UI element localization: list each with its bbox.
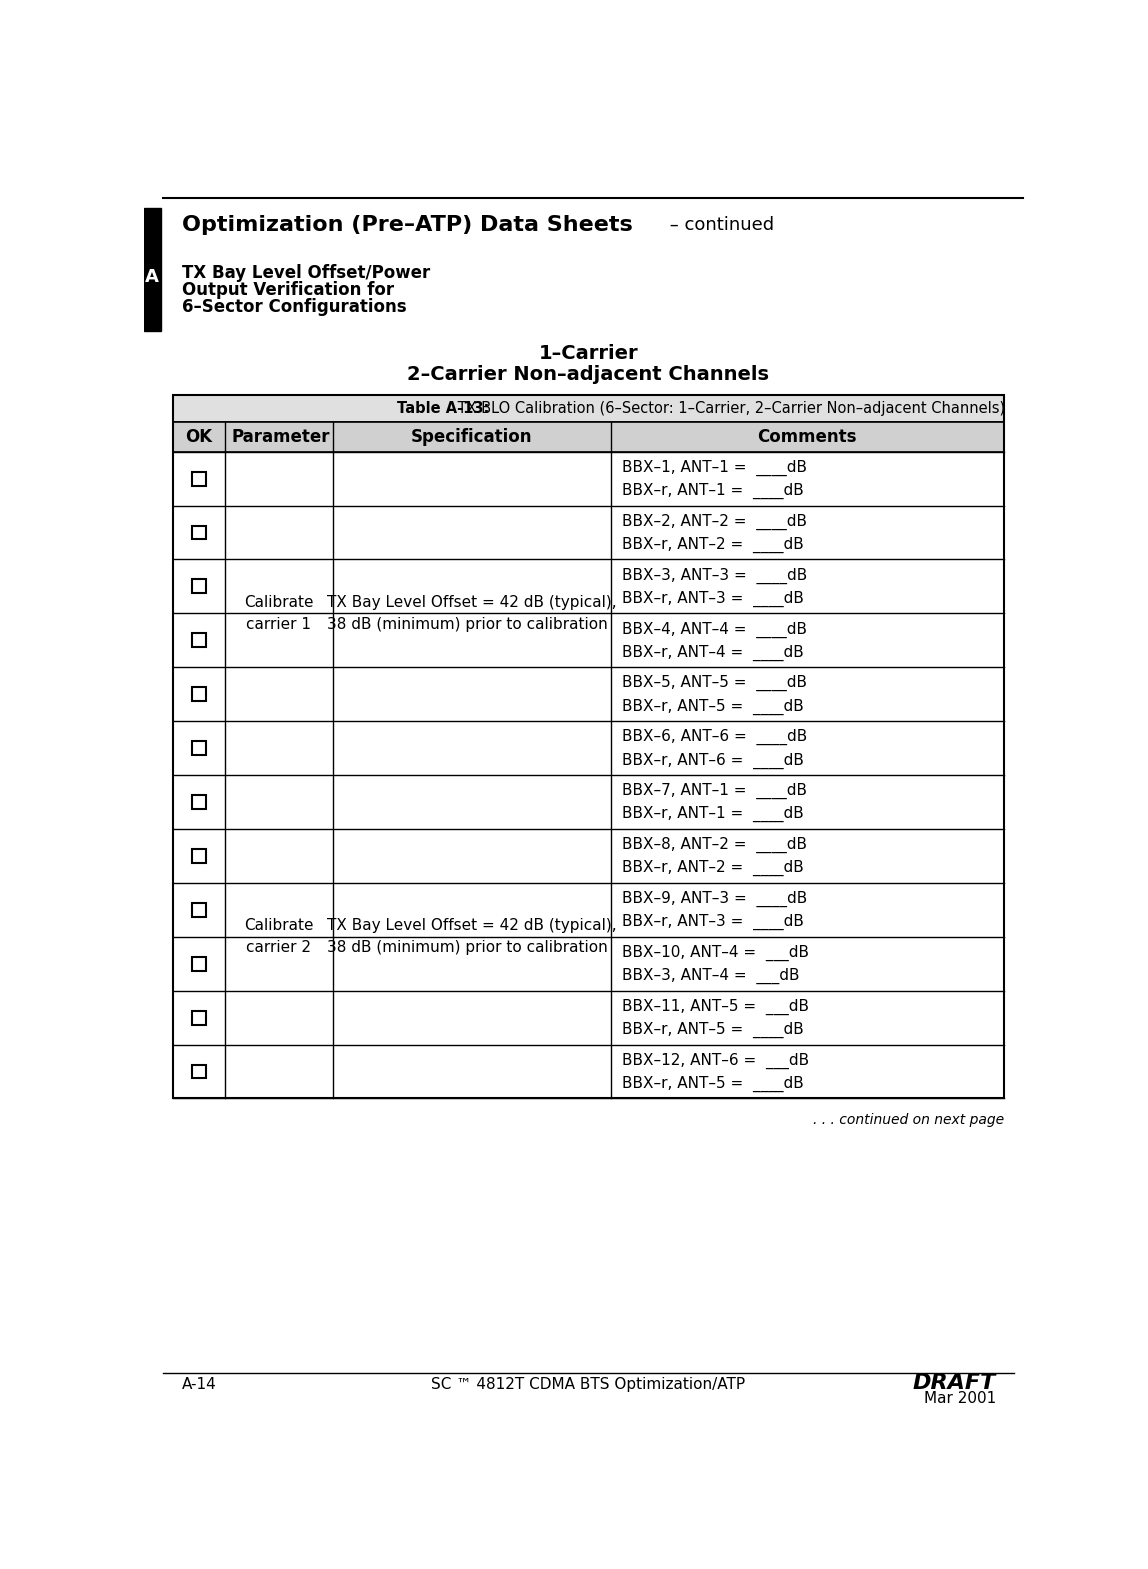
Text: – continued: – continued [665,217,775,234]
Text: . . . continued on next page: . . . continued on next page [813,1112,1003,1127]
Text: BBX–r, ANT–3 =  ____dB: BBX–r, ANT–3 = ____dB [622,915,804,930]
Text: BBX–r, ANT–5 =  ____dB: BBX–r, ANT–5 = ____dB [622,1076,804,1092]
Text: BBX–11, ANT–5 =  ___dB: BBX–11, ANT–5 = ___dB [622,999,808,1015]
Text: BBX–12, ANT–6 =  ___dB: BBX–12, ANT–6 = ___dB [622,1053,809,1068]
Text: 1–Carrier: 1–Carrier [538,344,638,364]
Bar [192,795,205,810]
Bar [192,634,205,646]
Text: BBX–3, ANT–4 =  ___dB: BBX–3, ANT–4 = ___dB [622,968,799,984]
Text: Optimization (Pre–ATP) Data Sheets: Optimization (Pre–ATP) Data Sheets [183,215,633,235]
Text: SC ™ 4812T CDMA BTS Optimization/ATP: SC ™ 4812T CDMA BTS Optimization/ATP [432,1378,745,1392]
Text: BBX–1, ANT–1 =  ____dB: BBX–1, ANT–1 = ____dB [622,460,807,475]
Text: BBX–r, ANT–2 =  ____dB: BBX–r, ANT–2 = ____dB [622,537,804,552]
Text: BBX–2, ANT–2 =  ____dB: BBX–2, ANT–2 = ____dB [622,513,807,530]
Text: TX Bay Level Offset/Power: TX Bay Level Offset/Power [183,264,430,282]
Bar [192,1064,205,1078]
Bar [173,395,1003,422]
Text: Comments: Comments [758,428,858,446]
Text: TX Bay Level Offset = 42 dB (typical),
38 dB (minimum) prior to calibration: TX Bay Level Offset = 42 dB (typical), 3… [327,918,616,956]
Text: BBX–r, ANT–1 =  ____dB: BBX–r, ANT–1 = ____dB [622,806,804,822]
Text: A: A [145,268,158,286]
Text: Calibrate
carrier 2: Calibrate carrier 2 [245,918,313,956]
Text: Table A-13:: Table A-13: [397,402,489,416]
Bar [192,1010,205,1025]
Text: TX Bay Level Offset = 42 dB (typical),
38 dB (minimum) prior to calibration: TX Bay Level Offset = 42 dB (typical), 3… [327,595,616,632]
Text: BBX–r, ANT–3 =  ____dB: BBX–r, ANT–3 = ____dB [622,590,804,607]
Text: Output Verification for: Output Verification for [183,281,395,300]
Text: BBX–6, ANT–6 =  ____dB: BBX–6, ANT–6 = ____dB [622,730,807,745]
Text: A-14: A-14 [183,1378,217,1392]
Bar [192,957,205,971]
Text: Mar 2001: Mar 2001 [924,1392,996,1406]
Text: Parameter: Parameter [231,428,329,446]
Text: BBX–7, ANT–1 =  ____dB: BBX–7, ANT–1 = ____dB [622,783,807,799]
Bar [192,741,205,755]
Text: Calibrate
carrier 1: Calibrate carrier 1 [245,595,313,632]
Text: 2–Carrier Non–adjacent Channels: 2–Carrier Non–adjacent Channels [408,366,769,384]
Text: BBX–r, ANT–5 =  ____dB: BBX–r, ANT–5 = ____dB [622,1021,804,1039]
Text: OK: OK [185,428,212,446]
Text: BBX–r, ANT–2 =  ____dB: BBX–r, ANT–2 = ____dB [622,860,804,877]
Bar [144,207,161,331]
Bar [192,902,205,916]
Bar [173,422,1003,452]
Text: DRAFT: DRAFT [913,1373,996,1393]
Text: BBX–10, ANT–4 =  ___dB: BBX–10, ANT–4 = ___dB [622,945,808,960]
Text: TX BLO Calibration (6–Sector: 1–Carrier, 2–Carrier Non–adjacent Channels): TX BLO Calibration (6–Sector: 1–Carrier,… [453,402,1006,416]
Text: BBX–5, ANT–5 =  ____dB: BBX–5, ANT–5 = ____dB [622,675,807,692]
Text: BBX–8, ANT–2 =  ____dB: BBX–8, ANT–2 = ____dB [622,836,807,854]
Bar [192,579,205,593]
Text: BBX–4, ANT–4 =  ____dB: BBX–4, ANT–4 = ____dB [622,621,807,637]
Text: BBX–r, ANT–1 =  ____dB: BBX–r, ANT–1 = ____dB [622,483,804,499]
Text: 6–Sector Configurations: 6–Sector Configurations [183,298,406,315]
Text: Specification: Specification [411,428,533,446]
Bar [192,526,205,540]
Bar [192,472,205,485]
Text: BBX–9, ANT–3 =  ____dB: BBX–9, ANT–3 = ____dB [622,891,807,907]
Text: BBX–r, ANT–5 =  ____dB: BBX–r, ANT–5 = ____dB [622,698,804,714]
Bar [192,687,205,701]
Text: BBX–3, ANT–3 =  ____dB: BBX–3, ANT–3 = ____dB [622,568,807,584]
Bar [192,849,205,863]
Text: BBX–r, ANT–4 =  ____dB: BBX–r, ANT–4 = ____dB [622,645,804,661]
Bar [173,395,1003,1098]
Text: BBX–r, ANT–6 =  ____dB: BBX–r, ANT–6 = ____dB [622,753,804,769]
